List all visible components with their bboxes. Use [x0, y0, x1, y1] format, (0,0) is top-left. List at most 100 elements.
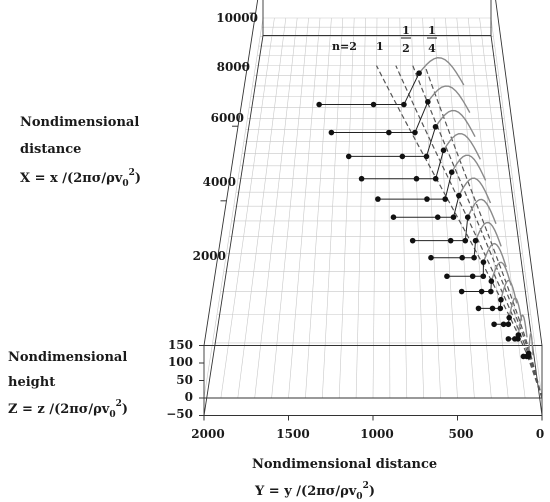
- data-point: [448, 169, 455, 175]
- trajectory-line: [446, 262, 484, 277]
- plot-box: [199, 0, 543, 421]
- y-axis-label-line1: Nondimensional distance: [252, 457, 437, 472]
- curve-label-quarter-den: 4: [428, 42, 436, 55]
- grid-line: [388, 17, 391, 399]
- y-axis-label-line2: Y = y /(2πσ/ρv02): [254, 481, 375, 502]
- data-point: [480, 259, 487, 265]
- data-point: [416, 70, 422, 76]
- y-tick-label: 1500: [276, 427, 309, 441]
- data-point: [505, 336, 512, 342]
- data-point: [423, 153, 430, 160]
- data-point: [475, 305, 482, 312]
- trajectory-line: [348, 126, 437, 157]
- data-point: [401, 101, 407, 108]
- grid-line: [271, 17, 309, 399]
- z-tick-label: −50: [166, 407, 193, 421]
- z-axis-label-line3: Z = z /(2πσ/ρv02): [8, 399, 128, 420]
- data-point: [316, 101, 322, 108]
- data-point: [444, 273, 450, 280]
- data-point: [497, 305, 504, 312]
- data-point: [375, 196, 381, 202]
- curve-label-1: 1: [376, 40, 384, 53]
- grid-line: [338, 17, 355, 399]
- grid-line: [467, 17, 509, 399]
- data-point: [458, 288, 465, 295]
- trajectory-tail: [458, 177, 492, 204]
- grid-line: [237, 17, 287, 399]
- trajectory-line: [461, 281, 492, 293]
- data-point: [456, 192, 462, 199]
- envelope-curve: [412, 65, 543, 399]
- data-point: [412, 129, 418, 136]
- data-point: [432, 123, 439, 130]
- data-point: [345, 153, 352, 160]
- data-point: [409, 237, 416, 244]
- data-point: [472, 237, 479, 244]
- z-axis-label-line1: Nondimensional: [8, 350, 127, 365]
- data-point: [478, 288, 485, 295]
- data-point: [432, 175, 439, 182]
- z-axis-label-line2: height: [8, 375, 55, 390]
- data-point: [462, 237, 469, 244]
- data-point: [328, 129, 335, 136]
- trajectory-tail: [474, 221, 502, 247]
- data-point: [399, 153, 406, 160]
- x-tick-label: 8000: [217, 60, 250, 74]
- data-point: [471, 254, 477, 261]
- grid-line: [410, 17, 424, 399]
- data-point: [390, 214, 397, 220]
- grid-line: [490, 17, 543, 399]
- trajectory-tail: [500, 279, 518, 304]
- grid-line: [254, 17, 298, 399]
- trajectory-tail: [517, 314, 528, 338]
- trajectory-tail: [442, 133, 481, 160]
- y-tick-label: 0: [536, 427, 544, 441]
- grid-line: [220, 17, 275, 399]
- grid-line: [422, 17, 441, 399]
- data-point: [488, 288, 494, 295]
- envelope-curve: [395, 65, 543, 399]
- x-tick-label: 6000: [211, 111, 244, 125]
- box-top-face: [203, 0, 543, 346]
- data-point: [488, 278, 495, 284]
- grid-line: [399, 17, 408, 399]
- trajectory-tail: [482, 242, 507, 268]
- trajectory-tail: [490, 261, 512, 286]
- envelope-curve: [424, 65, 543, 399]
- x-axis-label-line3: X = x /(2πσ/ρv02): [20, 168, 141, 189]
- trajectory-line: [478, 299, 502, 309]
- data-point: [515, 332, 522, 338]
- x-tick-label: 4000: [203, 175, 236, 189]
- trajectory-tail: [451, 154, 487, 181]
- trajectory-tail: [467, 198, 497, 225]
- grid-line: [372, 17, 378, 399]
- data-point: [506, 314, 512, 321]
- z-tick-label: 0: [185, 390, 193, 404]
- grid-line: [433, 17, 458, 399]
- grid-line: [305, 17, 332, 399]
- trajectory-line: [319, 72, 420, 106]
- grid-line: [203, 17, 264, 399]
- grid-line: [288, 17, 321, 399]
- grid-line: [456, 17, 492, 399]
- data-point: [386, 129, 392, 136]
- x-tick-label: 2000: [193, 249, 226, 263]
- data-point: [370, 101, 377, 108]
- x-tick-label: 10000: [216, 11, 258, 25]
- data-point: [447, 237, 454, 244]
- data-point: [440, 147, 447, 154]
- trajectory-tail: [418, 57, 465, 86]
- curve-label-half-num: 1: [402, 24, 410, 37]
- y-tick-label: 1000: [360, 427, 393, 441]
- trajectory-line: [331, 101, 429, 134]
- curve-label-n2: n=2: [332, 40, 357, 53]
- data-point: [469, 273, 476, 280]
- trajectory-line: [412, 217, 469, 242]
- trajectory-tail: [528, 331, 534, 356]
- data-point: [500, 321, 507, 328]
- data-point: [480, 273, 487, 280]
- data-point: [434, 214, 441, 220]
- trajectory-line: [361, 150, 444, 180]
- trajectory-series: [316, 57, 534, 360]
- data-point: [424, 196, 430, 202]
